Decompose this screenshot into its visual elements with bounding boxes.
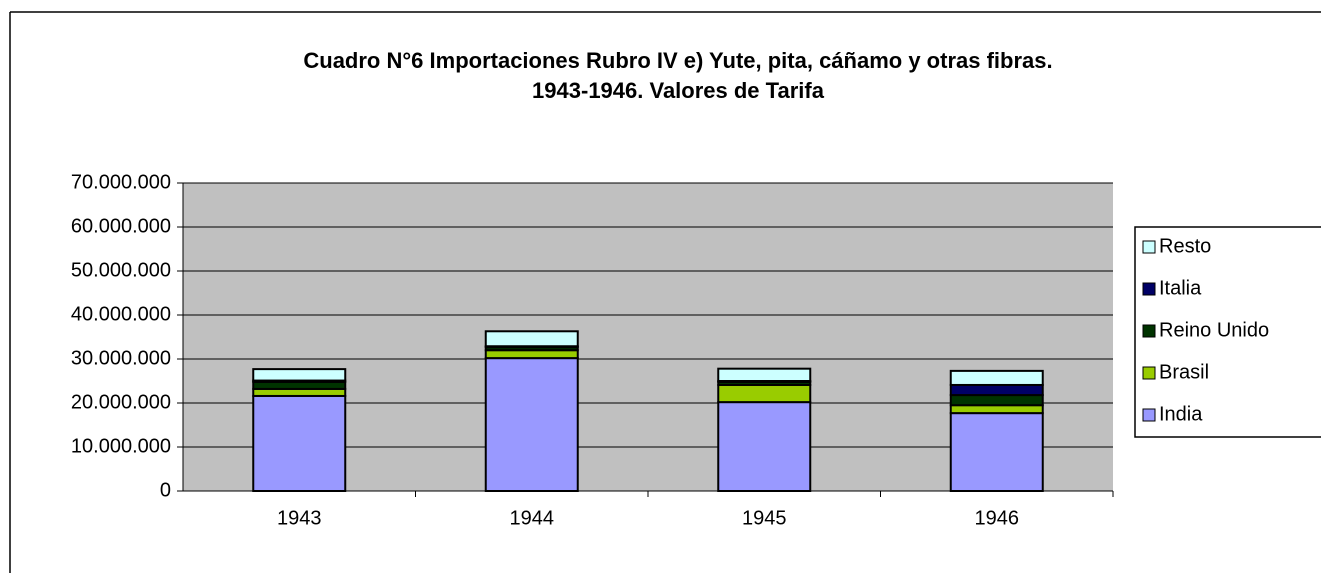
bar-segment: [949, 383, 1044, 397]
x-tick-label: 1944: [510, 507, 555, 529]
legend-swatch: [1142, 408, 1156, 422]
bar-segment: [717, 401, 812, 492]
y-tick-label: 40.000.000: [71, 303, 171, 325]
x-tick-label: 1946: [975, 507, 1020, 529]
bar-segment: [949, 394, 1044, 407]
bar-segment: [252, 368, 347, 382]
legend-label: Reino Unido: [1159, 319, 1269, 341]
y-tick-label: 0: [160, 479, 171, 501]
bar-segment: [949, 404, 1044, 415]
x-tick-label: 1945: [742, 507, 787, 529]
y-tick-label: 20.000.000: [71, 391, 171, 413]
legend-swatch: [1142, 240, 1156, 254]
legend-box: [1134, 226, 1321, 438]
legend-label: India: [1159, 403, 1203, 425]
y-tick-label: 10.000.000: [71, 435, 171, 457]
bar-segment: [717, 383, 812, 404]
y-tick-label: 60.000.000: [71, 215, 171, 237]
chart-title: Cuadro N°6 Importaciones Rubro IV e) Yut…: [303, 48, 1052, 73]
bar-segment: [484, 349, 579, 360]
bar-segment: [252, 387, 347, 397]
y-tick-label: 50.000.000: [71, 259, 171, 281]
bar-segment: [949, 412, 1044, 492]
bar-segment: [484, 357, 579, 492]
bar-segment: [252, 380, 347, 390]
legend-swatch: [1142, 324, 1156, 338]
bar-segment: [949, 369, 1044, 386]
bar-segment: [252, 394, 347, 492]
x-tick-label: 1943: [277, 507, 322, 529]
legend-label: Brasil: [1159, 361, 1209, 383]
bar-segment: [717, 367, 812, 382]
legend-swatch: [1142, 282, 1156, 296]
y-tick-label: 30.000.000: [71, 347, 171, 369]
bar-segment: [484, 330, 579, 348]
legend-label: Italia: [1159, 277, 1202, 299]
legend-label: Resto: [1159, 235, 1211, 257]
chart-subtitle: 1943-1946. Valores de Tarifa: [532, 78, 825, 103]
y-tick-label: 70.000.000: [71, 171, 171, 193]
legend-swatch: [1142, 366, 1156, 380]
